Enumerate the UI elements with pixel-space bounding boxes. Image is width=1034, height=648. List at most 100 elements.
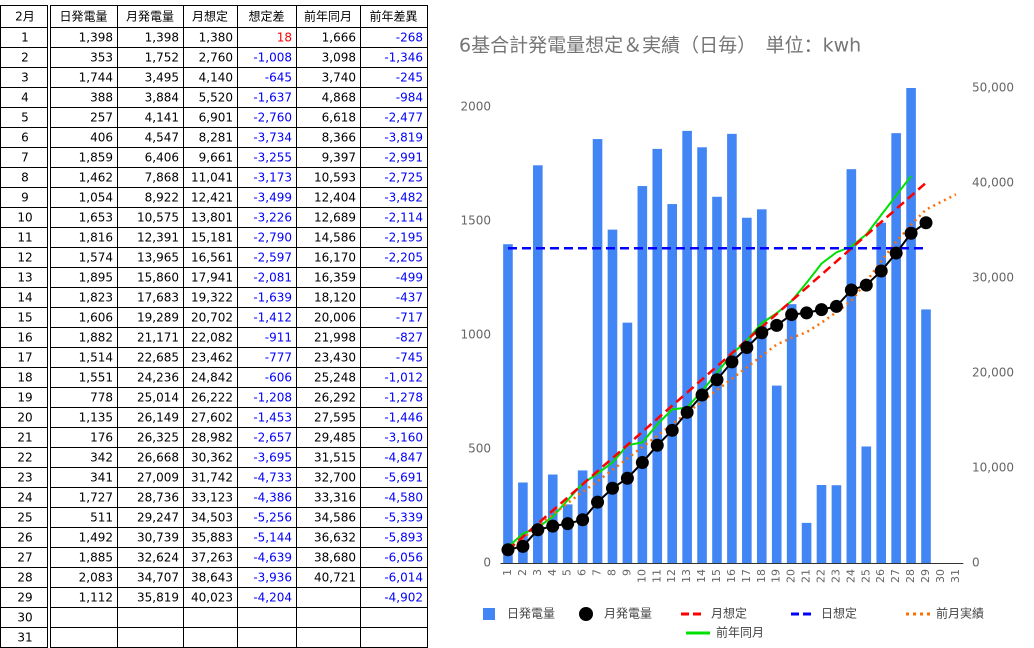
cell-box	[237, 627, 297, 648]
table-cell: 4,547	[145, 131, 179, 145]
bar	[503, 244, 513, 563]
table-cell: -2,477	[384, 111, 423, 125]
table-cell: 30,739	[137, 531, 179, 545]
table-cell: 21,998	[314, 331, 356, 345]
table-cell: 19,322	[191, 291, 233, 305]
table-cell: 20,702	[191, 311, 233, 325]
bar	[771, 385, 782, 563]
bar	[622, 322, 633, 563]
marker	[501, 543, 515, 557]
table-cell: 2,760	[199, 51, 233, 65]
header-cell: 前年同月	[304, 9, 352, 24]
table-cell: 29	[17, 591, 32, 605]
x-tick-label: 23	[829, 569, 842, 583]
marker	[650, 438, 664, 452]
table-cell: -1,278	[384, 391, 423, 405]
table-cell: 1,462	[79, 171, 113, 185]
bar	[876, 222, 887, 563]
bar	[667, 204, 677, 564]
table-cell: 12,391	[137, 231, 179, 245]
table-cell: -606	[265, 371, 292, 385]
table-cell: 3	[21, 71, 29, 85]
table-cell: -777	[265, 351, 292, 365]
table-cell: 30	[17, 611, 32, 625]
table-cell: 33,123	[191, 491, 233, 505]
table-cell: 20,006	[314, 311, 356, 325]
bar	[518, 482, 528, 563]
table-cell: 22	[17, 451, 32, 465]
table-cell: -5,256	[253, 511, 292, 525]
marker	[859, 278, 873, 292]
table-cell: 13,801	[191, 211, 233, 225]
y2-tick-label: 40,000	[972, 176, 1014, 190]
bar	[861, 446, 872, 563]
table-cell: 1,551	[79, 371, 113, 385]
table-cell: 18	[277, 31, 292, 45]
x-tick-label: 12	[665, 569, 678, 583]
table-cell: -4,580	[384, 491, 423, 505]
bar	[547, 474, 558, 563]
table-cell: 3,884	[145, 91, 179, 105]
table-cell: 10,593	[314, 171, 356, 185]
table-cell: 12	[17, 251, 32, 265]
table-cell: 15,860	[137, 271, 179, 285]
table-cell: -827	[396, 331, 423, 345]
marker	[844, 283, 858, 297]
table-cell: 25	[17, 511, 32, 525]
table-cell: 1,752	[145, 51, 179, 65]
x-tick-label: 25	[859, 569, 872, 583]
table-cell: 26,292	[314, 391, 356, 405]
x-tick-label: 5	[561, 569, 574, 576]
table-cell: -745	[396, 351, 423, 365]
bar	[682, 130, 692, 564]
header-cell: 想定差	[248, 9, 284, 24]
table-cell: 22,082	[191, 331, 233, 345]
table-cell: 31,742	[191, 471, 233, 485]
table-cell: -1,639	[253, 291, 292, 305]
table-cell: -3,482	[384, 191, 423, 205]
bar	[786, 304, 797, 563]
table-cell: 10	[17, 211, 32, 225]
bar	[756, 209, 767, 563]
x-tick-label: 21	[800, 569, 813, 583]
cell-box	[296, 627, 361, 648]
y2-tick-label: 0	[972, 556, 980, 570]
header-cell: 月想定	[192, 9, 228, 24]
table-cell: 5,520	[199, 91, 233, 105]
table-cell: -1,412	[253, 311, 292, 325]
table-cell: 1,574	[79, 251, 113, 265]
table-cell: -3,226	[253, 211, 292, 225]
table-cell: 1	[21, 31, 29, 45]
table-cell: 27,602	[191, 411, 233, 425]
table-cell: 9,661	[199, 151, 233, 165]
table-cell: 31	[17, 631, 32, 645]
y2-tick-label: 20,000	[972, 366, 1014, 380]
table-cell: 11,041	[191, 171, 233, 185]
cell-box	[237, 607, 297, 628]
bar	[637, 186, 648, 563]
table-cell: -268	[396, 31, 423, 45]
table-cell: 38,643	[191, 571, 233, 585]
table-cell: 14,586	[314, 231, 356, 245]
table-cell: 31,515	[314, 451, 356, 465]
table-cell: 6,406	[145, 151, 179, 165]
bar	[607, 229, 618, 563]
table-cell: 342	[90, 451, 113, 465]
table-cell: 1,666	[322, 31, 356, 45]
table-cell: 34,586	[314, 511, 356, 525]
table-cell: 8,281	[199, 131, 233, 145]
header-cell: 前年差異	[369, 9, 417, 24]
table-cell: -4,733	[253, 471, 292, 485]
table-cell: 26,222	[191, 391, 233, 405]
marker	[829, 299, 843, 313]
table-cell: 15	[17, 311, 32, 325]
table-cell: 24,236	[137, 371, 179, 385]
table-cell: -2,760	[253, 111, 292, 125]
table-cell: -3,936	[253, 571, 292, 585]
table-cell: -245	[396, 71, 423, 85]
bar	[697, 147, 707, 563]
table-cell: -984	[396, 91, 423, 105]
y2-tick-label: 50,000	[972, 81, 1014, 95]
x-tick-label: 7	[591, 569, 604, 576]
table-cell: 2,083	[79, 571, 113, 585]
